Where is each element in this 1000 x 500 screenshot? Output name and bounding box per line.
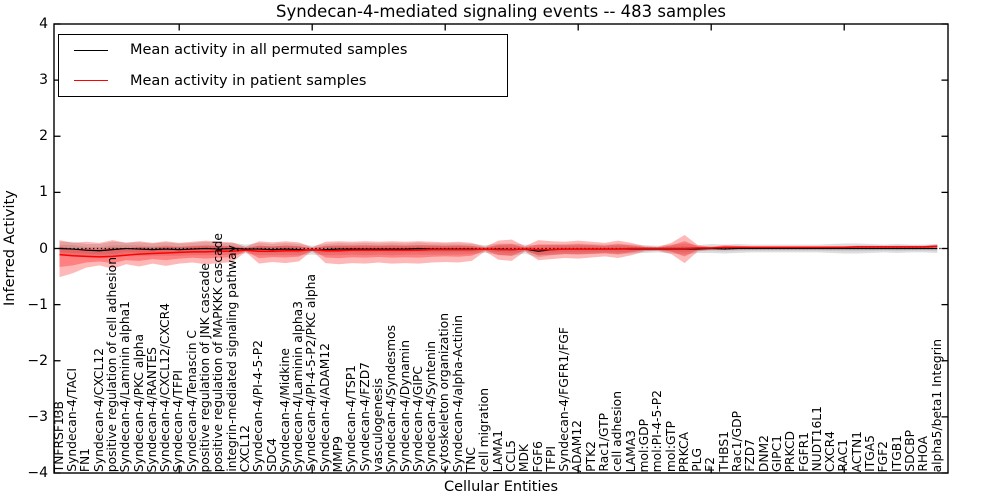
x-tick-label: Syndecan-4/PI-4-5-P2: [251, 340, 266, 472]
x-tick-label: ACTN1: [849, 430, 864, 472]
x-tick-label: cell adhesion: [610, 391, 625, 472]
x-tick-label: RAC1: [836, 439, 851, 472]
x-tick-label: alpha5/beta1 Integrin: [929, 338, 944, 472]
legend: Mean activity in all permuted samples Me…: [58, 34, 508, 97]
x-tick-label: PTK2: [583, 441, 598, 472]
x-tick-label: Syndecan-4/Laminin alpha1: [118, 300, 133, 472]
x-tick-label: Syndecan-4/FZD7: [357, 362, 372, 472]
legend-label-patient: Mean activity in patient samples: [130, 72, 367, 89]
x-tick-label: LAMA3: [623, 429, 638, 472]
x-tick-label: cytoskeleton organization: [437, 313, 452, 472]
y-tick-label: −4: [27, 465, 48, 481]
x-tick-label: positive regulation of MAPKKK cascade: [211, 232, 226, 472]
x-tick-label: FZD7: [743, 439, 758, 472]
x-tick-label: cell migration: [477, 387, 492, 472]
y-tick-label: 3: [39, 72, 48, 89]
x-tick-label: FN1: [78, 447, 93, 472]
x-tick-label: DNM2: [756, 434, 771, 472]
x-tick-label: Syndecan-4/TSP1: [344, 364, 359, 472]
x-tick-label: integrin-mediated signaling pathway: [224, 245, 239, 472]
x-axis-label: Cellular Entities: [443, 479, 559, 495]
x-tick-label: RHOA: [916, 436, 931, 472]
patient-mean-line: [59, 245, 938, 258]
legend-entry-permuted: Mean activity in all permuted samples: [59, 36, 507, 65]
chart-title: Syndecan-4-mediated signaling events -- …: [276, 2, 726, 21]
y-tick-label: −3: [27, 408, 48, 425]
x-tick-label: CCL5: [503, 440, 518, 472]
x-tick-label: MDK: [517, 443, 532, 472]
x-tick-label: PRKCD: [783, 430, 798, 472]
x-tick-label: NUDT16L1: [809, 406, 824, 472]
x-tick-label: vasculogenesis: [370, 378, 385, 472]
x-tick-label: mol:GDP: [636, 418, 651, 472]
x-tick-label: Syndecan-4/Syndesmos: [384, 324, 399, 472]
x-tick-label: mol:GTP: [663, 420, 678, 472]
x-tick-label: FGF6: [530, 440, 545, 473]
x-tick-label: THBS1: [716, 431, 731, 472]
x-tick-label: SDC4: [264, 438, 279, 472]
x-tick-label: Syndecan-4/ADAM12: [317, 342, 332, 472]
patient-band: [59, 235, 938, 278]
x-tick-label: F2: [703, 457, 718, 472]
x-tick-label: GIPC1: [769, 435, 784, 472]
x-tick-label: TFPI: [543, 446, 558, 472]
x-tick-label: LAMA1: [490, 429, 505, 472]
x-tick-label: FGF2: [876, 440, 891, 473]
x-tick-label: ADAM12: [570, 419, 585, 472]
y-tick-label: 0: [39, 240, 48, 257]
x-tick-label: Syndecan-4/PI-4-5-P2/PKC alpha: [304, 274, 319, 472]
x-tick-label: Syndecan-4/Midkine: [277, 347, 292, 472]
x-tick-label: Syndecan-4/RANTES: [144, 346, 159, 473]
x-tick-label: Syndecan-4/Tenascin C: [184, 330, 199, 472]
x-tick-label: Syndecan-4/CXCL12: [91, 348, 106, 472]
x-tick-label: Syndecan-4/PKC alpha: [131, 333, 146, 472]
legend-line-permuted-icon: [74, 49, 108, 51]
y-tick-label: 4: [39, 16, 48, 32]
x-tick-label: PRKCA: [676, 431, 691, 472]
x-tick-label: FGFR1: [796, 431, 811, 472]
x-tick-label: Syndecan-4/Dynamin: [397, 339, 412, 472]
x-tick-label: CXCL12: [237, 424, 252, 472]
y-tick-label: 2: [39, 128, 48, 145]
legend-entry-patient: Mean activity in patient samples: [59, 66, 507, 95]
x-tick-label: Syndecan-4/TFPI: [171, 369, 186, 472]
y-tick-label: 1: [39, 184, 48, 201]
x-tick-label: positive regulation of cell adhesion: [104, 256, 119, 472]
x-tick-label: Syndecan-4/alpha-Actinin: [450, 314, 465, 472]
x-tick-label: mol:PI-4-5-P2: [650, 389, 665, 472]
legend-line-patient-icon: [74, 80, 108, 82]
x-tick-label: ITGB1: [889, 435, 904, 472]
y-tick-label: −1: [27, 296, 48, 313]
legend-label-permuted: Mean activity in all permuted samples: [130, 42, 408, 59]
x-tick-label: SDCBP: [902, 430, 917, 472]
y-tick-label: −2: [27, 352, 48, 369]
x-tick-label: Syndecan-4/GIPC: [410, 366, 425, 472]
x-tick-label: TNFRSF13B: [51, 400, 66, 472]
